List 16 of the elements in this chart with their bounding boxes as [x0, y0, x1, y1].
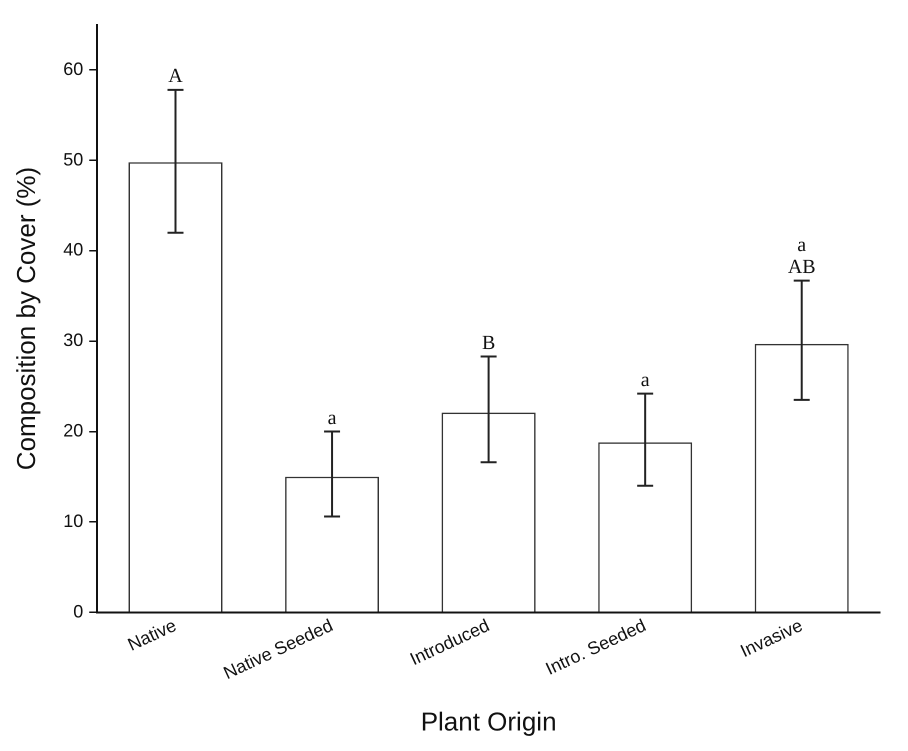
y-tick-label: 60: [63, 58, 84, 79]
annotation: AB: [788, 256, 816, 278]
annotation: A: [168, 65, 184, 88]
y-tick-label: 30: [63, 330, 84, 350]
y-tick-label: 20: [63, 420, 84, 441]
annotation: a: [328, 406, 337, 429]
annotation: a: [797, 234, 806, 256]
y-tick-label: 0: [73, 601, 84, 622]
y-tick-label: 50: [63, 149, 84, 170]
y-axis-title: Composition by Cover (%): [10, 166, 41, 470]
x-axis-title: Plant Origin: [420, 706, 557, 737]
x-tick-label: Native: [124, 615, 180, 655]
y-tick-label: 10: [63, 510, 84, 531]
y-tick-label: 40: [63, 240, 84, 260]
annotation: a: [640, 368, 650, 391]
annotation: B: [482, 332, 496, 354]
